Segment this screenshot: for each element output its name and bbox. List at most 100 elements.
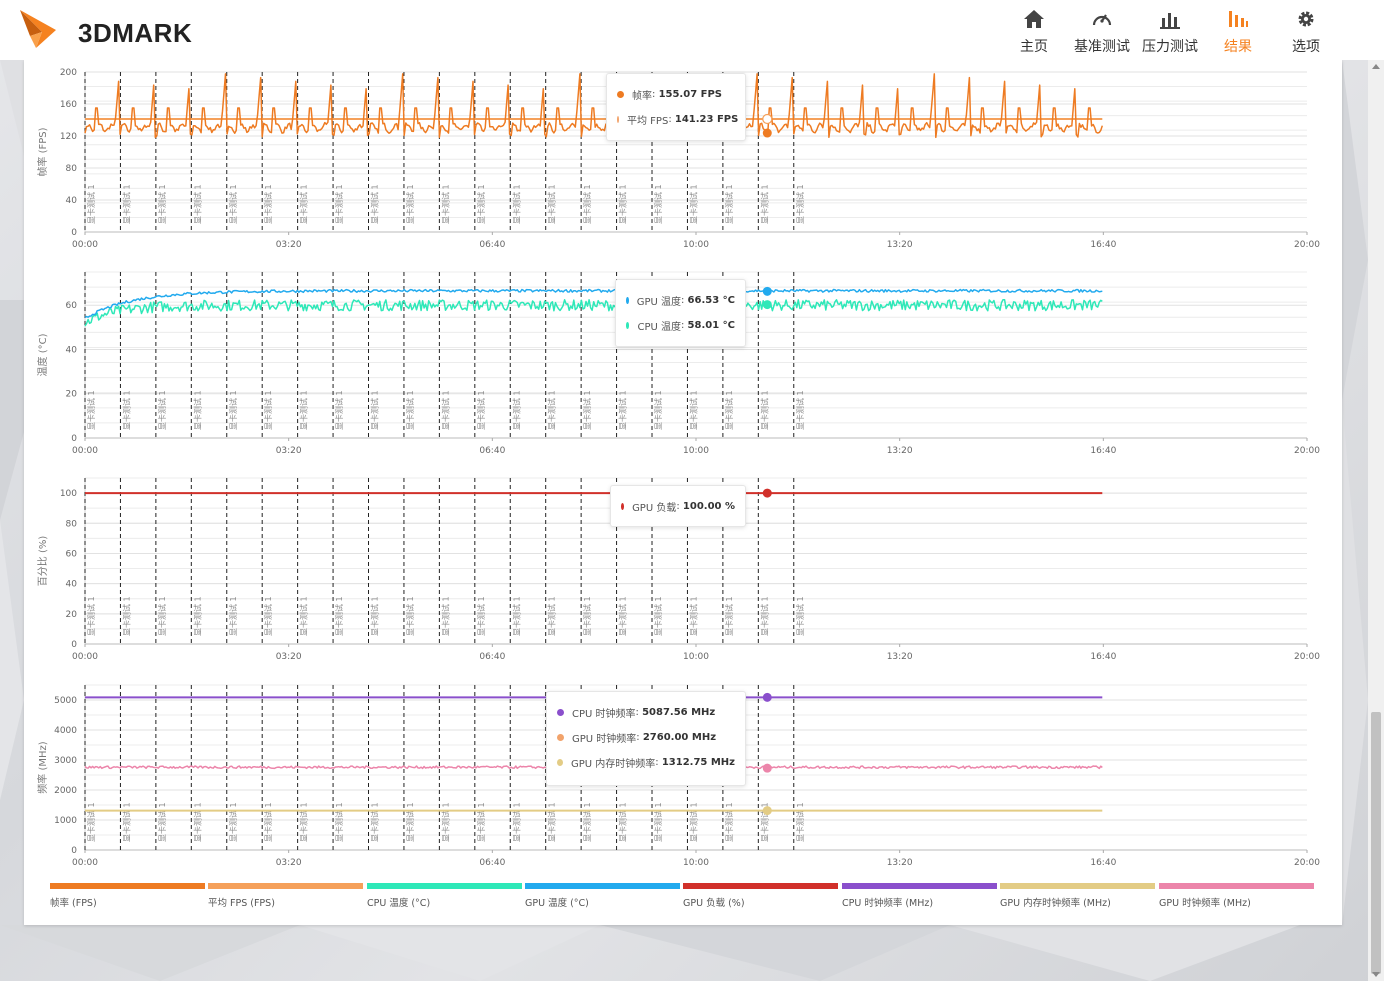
loop-marker-label: 显卡测试 1 (688, 390, 698, 430)
legend-swatch (842, 883, 997, 889)
legend-label: GPU 负载 (%) (683, 898, 745, 909)
loop-marker-label: 显卡测试 1 (157, 802, 167, 842)
loop-marker-label: 显卡测试 1 (759, 596, 769, 636)
tooltip-fps: 帧率: 155.07 FPS 平均 FPS: 141.23 FPS (606, 73, 746, 141)
legend-swatch (50, 883, 205, 889)
tooltip-value: 2760.00 MHz (642, 732, 717, 743)
legend-item[interactable]: GPU 负载 (%) (683, 883, 838, 909)
y-tick-label: 0 (71, 228, 77, 238)
legend-item[interactable]: GPU 时钟频率 (MHz) (1159, 883, 1314, 909)
loop-marker-label: 显卡测试 1 (370, 390, 380, 430)
y-tick-label: 5000 (54, 696, 77, 706)
y-axis-label: 温度 (°C) (36, 333, 49, 376)
tooltip-row: 帧率: 155.07 FPS (617, 82, 735, 107)
loop-marker-label: 显卡测试 1 (582, 184, 592, 224)
scroll-up-icon[interactable] (1372, 64, 1380, 69)
tooltip-value: 141.23 FPS (674, 114, 739, 125)
loop-marker-label: 显卡测试 1 (547, 390, 557, 430)
x-tick-label: 06:40 (479, 652, 505, 662)
tooltip-label: 平均 FPS (627, 116, 669, 127)
loop-marker-label: 显卡测试 1 (440, 390, 450, 430)
nav-results[interactable]: 结果 (1204, 0, 1272, 60)
legend-item[interactable]: CPU 温度 (°C) (367, 883, 522, 909)
loop-marker-label: 显卡测试 1 (86, 596, 96, 636)
nav-stress[interactable]: 压力测试 (1136, 0, 1204, 60)
app-logo[interactable]: 3DMARK (16, 6, 226, 52)
x-tick-label: 20:00 (1294, 652, 1320, 662)
y-tick-label: 200 (60, 68, 77, 78)
legend-item[interactable]: 帧率 (FPS) (50, 883, 205, 909)
loop-marker-label: 显卡测试 1 (547, 184, 557, 224)
legend-item[interactable]: CPU 时钟频率 (MHz) (842, 883, 997, 909)
x-tick-label: 20:00 (1294, 240, 1320, 250)
y-tick-label: 40 (66, 580, 78, 590)
y-tick-label: 40 (66, 345, 78, 355)
x-tick-label: 06:40 (479, 858, 505, 868)
loop-marker-label: 显卡测试 1 (86, 184, 96, 224)
nav-options[interactable]: 选项 (1272, 0, 1340, 60)
loop-marker-label: 显卡测试 1 (653, 596, 663, 636)
scroll-down-icon[interactable] (1372, 972, 1380, 977)
loop-marker-label: 显卡测试 1 (405, 802, 415, 842)
series-line (84, 288, 1103, 319)
vertical-scrollbar[interactable] (1368, 60, 1384, 981)
loop-marker-label: 显卡测试 1 (511, 596, 521, 636)
y-tick-label: 120 (60, 132, 77, 142)
series-dot (557, 709, 564, 716)
loop-marker-label: 显卡测试 1 (476, 184, 486, 224)
tooltip-value: 58.01 °C (687, 320, 735, 331)
loop-marker-label: 显卡测试 1 (618, 390, 628, 430)
loop-marker-label: 显卡测试 1 (724, 184, 734, 224)
x-tick-label: 03:20 (276, 858, 302, 868)
loop-marker-label: 显卡测试 1 (476, 390, 486, 430)
tooltip-row: GPU 时钟频率: 2760.00 MHz (557, 725, 735, 750)
loop-marker-label: 显卡测试 1 (795, 802, 805, 842)
nav-benchmarks[interactable]: 基准测试 (1068, 0, 1136, 60)
legend-swatch (1159, 883, 1314, 889)
tooltip-label: GPU 时钟频率 (572, 734, 637, 745)
loop-marker-label: 显卡测试 1 (157, 390, 167, 430)
cursor-point (762, 128, 772, 138)
loop-marker-label: 显卡测试 1 (759, 390, 769, 430)
loop-marker-label: 显卡测试 1 (476, 596, 486, 636)
series-dot (557, 734, 564, 741)
loop-marker-label: 显卡测试 1 (653, 390, 663, 430)
legend-item[interactable]: 平均 FPS (FPS) (208, 883, 363, 909)
nav-home[interactable]: 主页 (1000, 0, 1068, 60)
loop-marker-label: 显卡测试 1 (192, 596, 202, 636)
loop-marker-label: 显卡测试 1 (547, 596, 557, 636)
tooltip-row: GPU 负载: 100.00 % (621, 494, 735, 519)
loop-marker-label: 显卡测试 1 (228, 802, 238, 842)
x-tick-label: 03:20 (276, 652, 302, 662)
loop-marker-label: 显卡测试 1 (511, 802, 521, 842)
tooltip-row: GPU 内存时钟频率: 1312.75 MHz (557, 750, 735, 775)
loop-marker-label: 显卡测试 1 (263, 596, 273, 636)
loop-marker-label: 显卡测试 1 (759, 184, 769, 224)
y-tick-label: 40 (66, 196, 78, 206)
x-tick-label: 00:00 (72, 652, 98, 662)
y-axis-label: 百分比 (%) (37, 536, 49, 587)
y-tick-label: 100 (60, 489, 77, 499)
legend-item[interactable]: GPU 温度 (°C) (525, 883, 680, 909)
series-dot (626, 297, 629, 304)
tooltip-value: 1312.75 MHz (661, 757, 735, 768)
cursor-point (762, 488, 772, 498)
loop-marker-label: 显卡测试 1 (440, 596, 450, 636)
legend-label: GPU 温度 (°C) (525, 898, 589, 909)
y-tick-label: 60 (66, 301, 78, 311)
y-tick-label: 80 (66, 519, 78, 529)
x-tick-label: 16:40 (1090, 240, 1116, 250)
tooltip-value: 155.07 FPS (658, 89, 722, 100)
loop-marker-label: 显卡测试 1 (192, 390, 202, 430)
top-bar: 3DMARK 主页 基准测试 压力测试 (0, 0, 1384, 60)
y-tick-label: 4000 (54, 726, 77, 736)
x-tick-label: 16:40 (1090, 858, 1116, 868)
loop-marker-label: 显卡测试 1 (334, 184, 344, 224)
tooltip-label: 帧率 (632, 91, 652, 102)
x-tick-label: 10:00 (683, 240, 709, 250)
nav-benchmarks-label: 基准测试 (1074, 39, 1130, 55)
loop-marker-label: 显卡测试 1 (582, 802, 592, 842)
loop-marker-label: 显卡测试 1 (511, 184, 521, 224)
scroll-thumb[interactable] (1371, 712, 1381, 974)
legend-item[interactable]: GPU 内存时钟频率 (MHz) (1000, 883, 1155, 909)
